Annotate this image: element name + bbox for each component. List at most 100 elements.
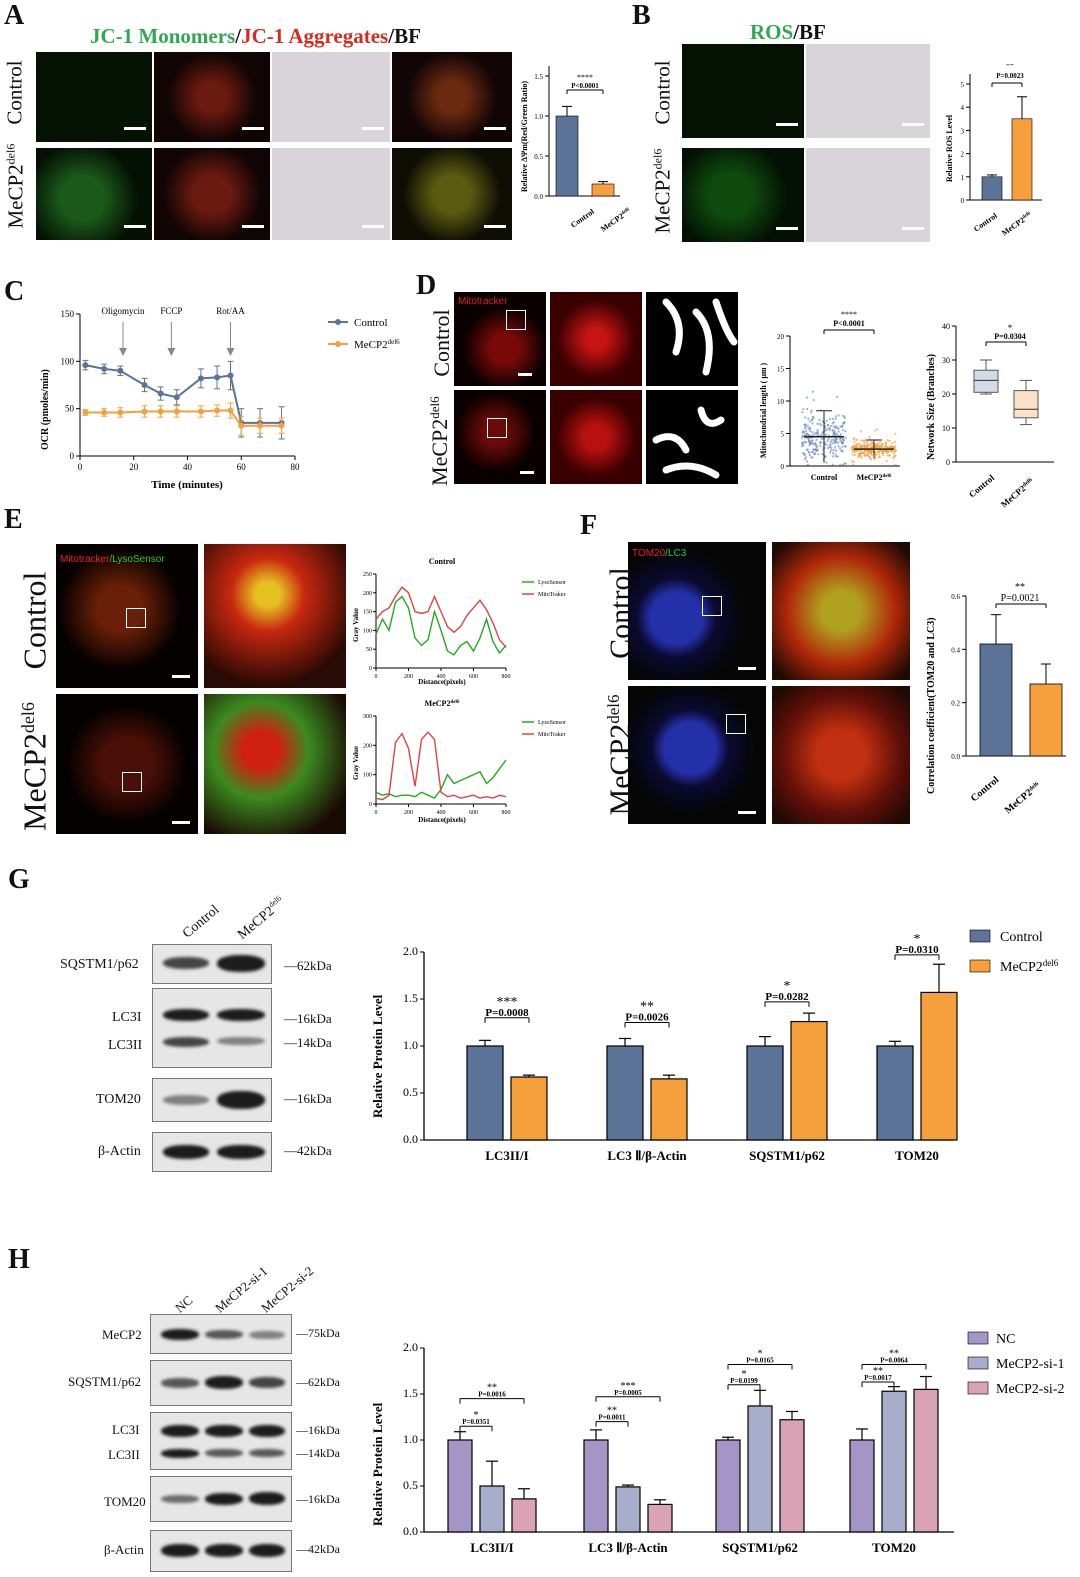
- scatter-point: [841, 463, 845, 466]
- scatter-point: [825, 419, 828, 422]
- scatter-point: [834, 449, 838, 452]
- scatter-point: [831, 442, 834, 445]
- scatter-point: [844, 462, 847, 465]
- scatter-point: [860, 439, 863, 442]
- y-tick-label: 1.0: [534, 113, 543, 121]
- panel-d-row-mecp2: MeCP2del6: [426, 396, 453, 486]
- panel-label-c: C: [4, 276, 25, 307]
- chart-d1: 0 5 10 15 20 Mitochondrial length ( μm ) ***…: [759, 310, 900, 482]
- bar-1-3: [920, 991, 958, 1141]
- scatter-point: [826, 440, 829, 443]
- title-jc1-aggregates: JC-1 Aggregates: [241, 24, 389, 48]
- y-tick-label: 1: [961, 174, 965, 182]
- scatter-point: [870, 450, 873, 453]
- scatter-point: [808, 443, 811, 447]
- scatter-point: [811, 390, 815, 393]
- x-tick-label: 600: [469, 810, 478, 816]
- panel-a-img-monomer-control: [36, 52, 152, 142]
- scatter-point: [811, 456, 814, 459]
- chart-f-bar-mecp2: [1029, 683, 1063, 757]
- chart-c-annotations: Oligomycin FCCP Rot/AA: [102, 306, 245, 356]
- scatter-point: [811, 422, 814, 425]
- panel-g-kda-lc3i: —16kDa: [284, 1011, 332, 1026]
- scatter-point: [811, 431, 814, 434]
- chart-g-ylabel: Relative Protein Level: [370, 994, 385, 1118]
- y-tick-label: 30: [942, 356, 950, 365]
- scatter-point: [863, 445, 867, 448]
- panel-a-img-aggregate-control: [154, 52, 270, 142]
- scatter-point: [832, 455, 835, 458]
- box: [973, 369, 999, 393]
- category-label-2: SQSTM1/p62: [722, 1540, 798, 1555]
- panel-h-label-lc3ii: LC3II: [108, 1447, 140, 1462]
- y-tick-label: 0.2: [951, 700, 960, 708]
- y-tick-label: 0: [961, 197, 965, 205]
- chart-c-legend-control: Control: [354, 317, 388, 329]
- panel-a-img-merge-mecp2: [392, 148, 512, 240]
- sig-stars-6: **: [873, 1366, 883, 1377]
- chart-e1-xlabel: Distance(pixels): [418, 678, 466, 686]
- y-tick-label: 50: [65, 404, 75, 414]
- chart-b: 0 1 2 3 4 5 Relative ROS Level ** P=0.0023 Co…: [945, 64, 1042, 238]
- chart-c: 0 20 40 60 80 0 50 100 150 Time (minutes) OCR (p…: [40, 306, 400, 491]
- scatter-point: [839, 439, 842, 443]
- chart-b-sig: **: [1006, 64, 1014, 70]
- y-tick-label: 250: [363, 572, 372, 578]
- panel-e-img-mecp2-overview: [56, 694, 198, 834]
- data-point: [173, 394, 180, 401]
- scatter-point: [894, 432, 897, 435]
- scatter-point: [812, 443, 815, 446]
- panel-h-kda-lc3i: —16kDa: [296, 1423, 340, 1437]
- y-tick-label: 20: [942, 390, 950, 399]
- scatter-point: [826, 427, 830, 430]
- sig-stars-1: **: [640, 1000, 654, 1015]
- scatter-point: [837, 414, 840, 417]
- scatter-point: [834, 417, 837, 420]
- scatter-point: [853, 453, 856, 457]
- x-tick-label: 800: [502, 810, 511, 816]
- chart-d1-cat-0: Control: [811, 473, 838, 482]
- category-label-0: LC3II/I: [485, 1148, 528, 1163]
- scatter-point: [810, 409, 813, 412]
- chart-f-ylabel: Correlation coefficient(TOM20 and LC3): [926, 617, 937, 794]
- scatter-point: [827, 437, 830, 441]
- scatter-point: [816, 422, 819, 425]
- sig-stars-5: *: [758, 1349, 763, 1360]
- annotation-arrowhead: [167, 348, 176, 356]
- bar-1-2: [790, 1020, 828, 1141]
- scatter-point: [859, 454, 862, 457]
- scatter-point: [830, 438, 833, 442]
- scatter-point: [803, 427, 807, 430]
- chart-h: 0.0 0.5 1.0 1.5 2.0 LC3II/I LC3 Ⅱ/β-Actin SQST…: [370, 1331, 1064, 1555]
- scatter-point: [875, 444, 878, 448]
- chart-e1: Control 0 200 400 600 800 0 50 100 150 200 250 Dis…: [352, 557, 566, 686]
- scatter-point: [879, 444, 882, 447]
- scatter-point: [836, 455, 839, 458]
- panel-label-g: G: [8, 864, 30, 895]
- bar-0-2: [746, 1045, 784, 1141]
- scatter-point: [832, 438, 835, 442]
- profile-line-1: [375, 731, 507, 801]
- scatter-point: [805, 396, 809, 399]
- scatter-point: [874, 451, 877, 454]
- y-tick-label: 0: [369, 802, 372, 808]
- chart-d2-boxes: [973, 359, 1039, 426]
- annotation-0: Oligomycin: [102, 306, 145, 316]
- scatter-point: [881, 450, 885, 453]
- scatter-point: [832, 451, 835, 455]
- scatter-point: [825, 461, 828, 464]
- y-tick-label: 0.0: [403, 1524, 418, 1538]
- chart-e1-series: [375, 586, 507, 656]
- bar-1-0: [510, 1076, 548, 1141]
- scatter-point: [807, 427, 810, 430]
- bar-1-0: [479, 1485, 505, 1533]
- data-point: [117, 367, 124, 374]
- sig-stars-2: **: [607, 1406, 617, 1417]
- scatter-point: [863, 440, 867, 443]
- chart-a-cat-1: MeCP2del6: [599, 206, 630, 234]
- y-tick-label: 100: [61, 356, 75, 366]
- scatter-point: [894, 463, 897, 466]
- scatter-point: [810, 411, 813, 414]
- scatter-point: [820, 424, 823, 427]
- chart-e2-title: MeCP2del6: [425, 699, 460, 708]
